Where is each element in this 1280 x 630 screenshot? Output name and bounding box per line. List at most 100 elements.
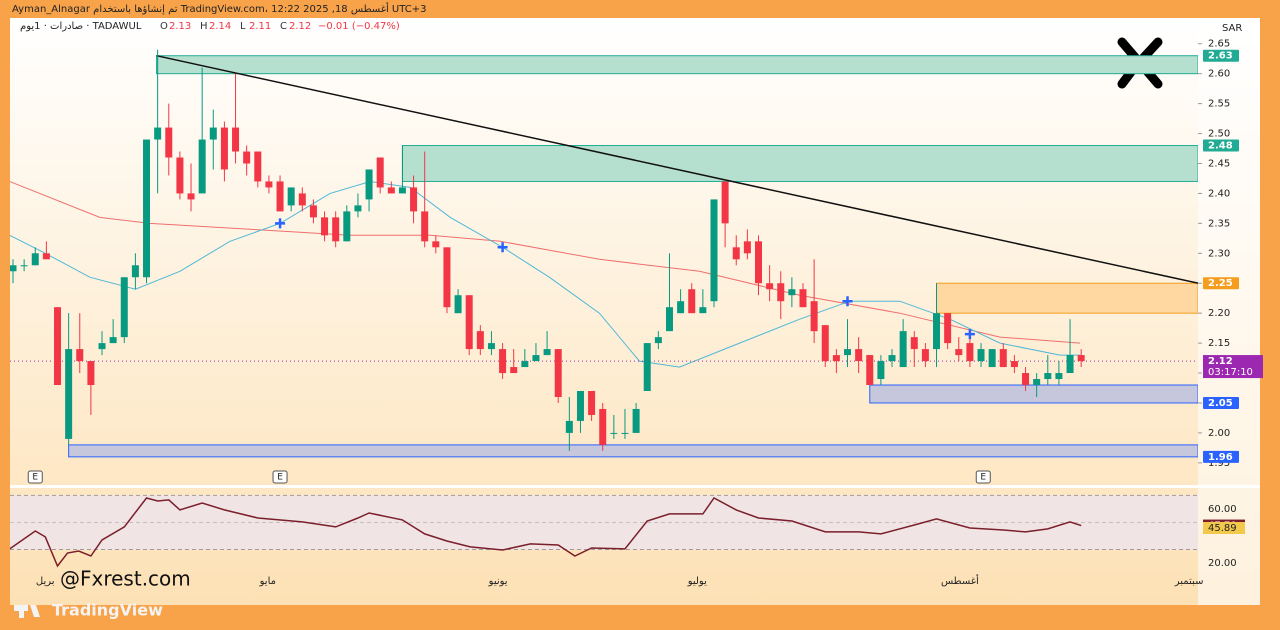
candle-body bbox=[265, 181, 273, 188]
candle-body bbox=[1022, 373, 1030, 386]
candle-body bbox=[665, 307, 673, 332]
candle-body bbox=[766, 283, 774, 290]
event-label: E bbox=[980, 473, 986, 483]
event-marker bbox=[272, 470, 288, 484]
candle-body bbox=[632, 408, 640, 433]
y-tick-label: 2.30 bbox=[1208, 248, 1230, 259]
y-tick-label: 2.55 bbox=[1208, 99, 1230, 110]
zone bbox=[156, 55, 1198, 75]
candle-body bbox=[332, 217, 340, 242]
candle-body bbox=[298, 193, 306, 206]
candle-body bbox=[777, 283, 785, 302]
candle-body bbox=[487, 343, 495, 350]
candle-body bbox=[588, 391, 596, 415]
y-tick-label: 2.15 bbox=[1208, 338, 1230, 349]
signal bbox=[275, 218, 286, 229]
candle-body bbox=[398, 187, 406, 194]
candle-body bbox=[754, 241, 762, 284]
level-tag-label: 2.63 bbox=[1208, 51, 1233, 62]
candle-body bbox=[232, 127, 240, 152]
y-tick-label: 2.00 bbox=[1208, 428, 1230, 439]
candle-body bbox=[721, 181, 729, 224]
symbol: صادرات · 1يوم · TADAWUL bbox=[20, 21, 142, 32]
candle-body bbox=[143, 139, 151, 278]
candle-body bbox=[710, 199, 718, 302]
candle-body bbox=[120, 277, 128, 338]
candle-body bbox=[42, 253, 50, 260]
level-tag-label: 2.05 bbox=[1208, 398, 1233, 409]
candle-body bbox=[565, 420, 573, 433]
candle-body bbox=[321, 217, 329, 236]
candle-body bbox=[131, 265, 139, 278]
candle-body bbox=[354, 205, 362, 212]
candle-body bbox=[1044, 373, 1052, 380]
level-tag bbox=[1203, 277, 1239, 290]
candle-body bbox=[677, 301, 685, 314]
signal bbox=[842, 296, 853, 307]
candle-body bbox=[988, 349, 996, 368]
price-pane bbox=[10, 49, 1198, 458]
candle-body bbox=[810, 301, 818, 332]
price-axis bbox=[1198, 18, 1260, 605]
event-marker bbox=[27, 470, 43, 484]
candle-body bbox=[410, 187, 418, 212]
candle-body bbox=[877, 361, 885, 380]
candle-body bbox=[54, 307, 62, 386]
level-tag bbox=[1203, 450, 1239, 463]
candle-body bbox=[454, 295, 462, 314]
candle-body bbox=[910, 337, 918, 350]
brand: TradingView bbox=[52, 601, 163, 620]
candle-body bbox=[654, 337, 662, 344]
ohlc-value: 2.12 bbox=[289, 21, 311, 32]
x-tick-label: يونيو bbox=[488, 576, 508, 587]
candle-body bbox=[76, 349, 84, 362]
x-tick-label: سبتمبر bbox=[1174, 576, 1204, 587]
candle-body bbox=[743, 241, 751, 254]
candle-body bbox=[421, 211, 429, 242]
candle-body bbox=[198, 139, 206, 194]
candle-body bbox=[209, 127, 217, 140]
y-tick-label: 2.35 bbox=[1208, 218, 1230, 229]
candle-body bbox=[732, 247, 740, 260]
candle-body bbox=[933, 313, 941, 350]
event-label: E bbox=[277, 473, 283, 483]
event-marker bbox=[975, 470, 991, 484]
x-tick-label: أغسطس bbox=[941, 574, 979, 587]
candle-body bbox=[688, 289, 696, 314]
y-tick-label: 2.20 bbox=[1208, 308, 1230, 319]
candle-body bbox=[832, 355, 840, 362]
candle-body bbox=[243, 151, 251, 164]
rsi-pane bbox=[10, 494, 1198, 568]
ohlc-value: 2.11 bbox=[249, 21, 271, 32]
level-tag-label: 2.48 bbox=[1208, 141, 1233, 152]
candle-body bbox=[855, 349, 863, 362]
ohlc-key: C bbox=[280, 21, 287, 32]
ohlc-key: L bbox=[240, 21, 246, 32]
candle-body bbox=[699, 307, 707, 314]
candle-body bbox=[521, 361, 529, 368]
zone bbox=[68, 444, 1198, 458]
candle-body bbox=[576, 391, 584, 421]
moving-average bbox=[10, 180, 1081, 368]
ohlc-value: 2.14 bbox=[209, 21, 231, 32]
candle-body bbox=[977, 349, 985, 362]
candle-body bbox=[510, 367, 518, 374]
candle-body bbox=[888, 355, 896, 362]
separator bbox=[10, 485, 1260, 488]
candle-body bbox=[287, 187, 295, 206]
rsi-tick-label: 20.00 bbox=[1208, 558, 1237, 569]
candle-body bbox=[176, 157, 184, 194]
x-tick-label: مايو bbox=[259, 576, 276, 587]
y-tick-label: 2.60 bbox=[1208, 69, 1230, 80]
zone bbox=[869, 384, 1198, 404]
candle-body bbox=[109, 337, 117, 344]
candle-body bbox=[621, 432, 629, 434]
candle-body bbox=[443, 247, 451, 308]
candle-body bbox=[866, 355, 874, 386]
candle-body bbox=[999, 349, 1007, 368]
candle-body bbox=[844, 349, 852, 356]
candle-body bbox=[165, 127, 173, 158]
candle-body bbox=[554, 349, 562, 397]
